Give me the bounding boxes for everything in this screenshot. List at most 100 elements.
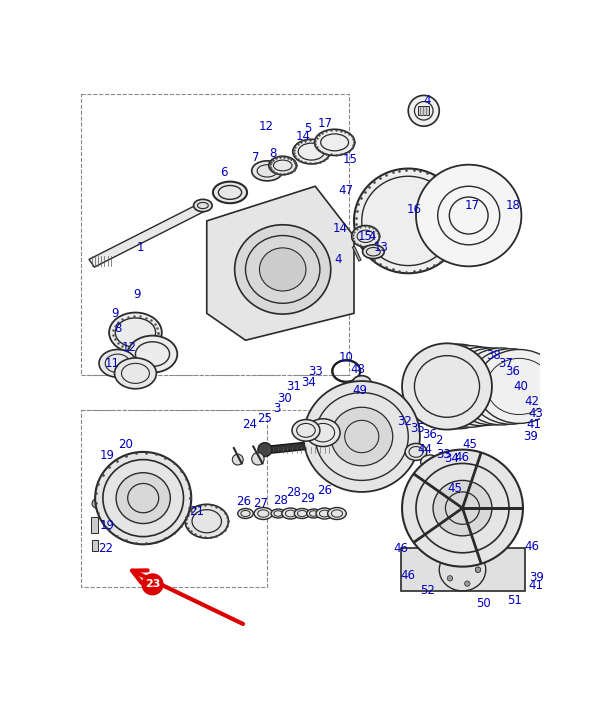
Ellipse shape	[149, 523, 158, 531]
Polygon shape	[415, 513, 456, 542]
Circle shape	[464, 553, 470, 559]
Text: 8: 8	[269, 147, 277, 160]
Ellipse shape	[416, 344, 501, 429]
Ellipse shape	[112, 476, 122, 484]
Text: 1: 1	[137, 241, 145, 254]
Text: 4: 4	[368, 230, 376, 243]
Text: 2: 2	[436, 434, 443, 447]
Circle shape	[92, 499, 101, 508]
Text: 10: 10	[339, 350, 353, 364]
Text: 47: 47	[339, 184, 354, 197]
Ellipse shape	[185, 504, 229, 538]
Ellipse shape	[354, 169, 463, 274]
Text: 28: 28	[286, 486, 301, 499]
Text: 40: 40	[513, 380, 528, 393]
Ellipse shape	[149, 465, 158, 473]
Text: 46: 46	[525, 540, 540, 553]
Circle shape	[469, 383, 475, 390]
Circle shape	[448, 360, 454, 366]
Circle shape	[463, 368, 469, 374]
Text: 36: 36	[505, 365, 520, 378]
Ellipse shape	[362, 245, 384, 258]
Ellipse shape	[269, 157, 296, 174]
Text: 7: 7	[252, 151, 259, 164]
Ellipse shape	[458, 348, 544, 425]
Ellipse shape	[238, 508, 253, 518]
Circle shape	[464, 581, 470, 587]
Text: 19: 19	[100, 518, 115, 531]
Text: 23: 23	[145, 579, 160, 589]
Polygon shape	[470, 499, 521, 517]
Text: 45: 45	[448, 482, 462, 495]
Polygon shape	[415, 474, 456, 503]
Polygon shape	[89, 202, 208, 267]
Ellipse shape	[271, 509, 285, 518]
Text: 41: 41	[526, 419, 541, 432]
Ellipse shape	[402, 449, 523, 567]
Text: 15: 15	[358, 230, 372, 243]
Text: 14: 14	[332, 222, 347, 235]
Ellipse shape	[428, 345, 513, 427]
Circle shape	[475, 567, 481, 572]
Text: 14: 14	[296, 131, 311, 144]
Polygon shape	[207, 186, 354, 340]
Text: 52: 52	[420, 584, 435, 597]
Circle shape	[421, 391, 427, 398]
Text: 34: 34	[444, 452, 459, 465]
Text: 42: 42	[525, 396, 540, 409]
Ellipse shape	[299, 285, 307, 292]
Ellipse shape	[259, 248, 306, 291]
Text: 48: 48	[350, 363, 365, 376]
Ellipse shape	[99, 350, 136, 377]
Ellipse shape	[258, 247, 266, 254]
Circle shape	[252, 452, 264, 465]
Text: 35: 35	[410, 422, 425, 435]
Ellipse shape	[292, 419, 320, 441]
Ellipse shape	[254, 508, 272, 520]
Text: 31: 31	[286, 380, 301, 393]
Ellipse shape	[314, 129, 355, 156]
Ellipse shape	[307, 509, 320, 518]
Text: 26: 26	[236, 495, 251, 508]
Ellipse shape	[439, 348, 524, 426]
Ellipse shape	[449, 348, 535, 425]
Ellipse shape	[416, 164, 521, 266]
Polygon shape	[465, 516, 486, 562]
Polygon shape	[265, 439, 341, 454]
Text: 16: 16	[407, 203, 422, 216]
Text: 22: 22	[98, 541, 113, 555]
Text: 27: 27	[254, 497, 269, 510]
Polygon shape	[465, 454, 486, 500]
Text: 45: 45	[463, 438, 478, 451]
Circle shape	[448, 407, 454, 413]
Ellipse shape	[299, 247, 307, 254]
Ellipse shape	[109, 312, 162, 353]
Ellipse shape	[306, 419, 340, 447]
Ellipse shape	[468, 349, 553, 424]
Circle shape	[362, 391, 370, 398]
Ellipse shape	[439, 456, 458, 471]
Text: 36: 36	[422, 428, 437, 441]
Text: 30: 30	[278, 391, 292, 404]
Polygon shape	[470, 499, 521, 517]
Text: 46: 46	[393, 541, 408, 555]
Ellipse shape	[171, 494, 181, 503]
Ellipse shape	[476, 350, 562, 424]
Bar	[81, 94, 349, 375]
Ellipse shape	[258, 285, 266, 292]
Ellipse shape	[128, 335, 178, 373]
Circle shape	[421, 376, 427, 381]
Text: 21: 21	[189, 505, 204, 518]
Text: 38: 38	[486, 349, 501, 362]
Text: 5: 5	[305, 122, 312, 135]
Text: 50: 50	[476, 597, 491, 610]
Ellipse shape	[352, 376, 371, 390]
Circle shape	[431, 404, 438, 410]
Ellipse shape	[316, 508, 333, 519]
Ellipse shape	[331, 407, 393, 466]
Text: 25: 25	[257, 412, 272, 425]
Text: 33: 33	[308, 365, 323, 378]
Text: 8: 8	[114, 322, 121, 335]
Text: 20: 20	[118, 438, 133, 451]
Circle shape	[232, 454, 243, 465]
